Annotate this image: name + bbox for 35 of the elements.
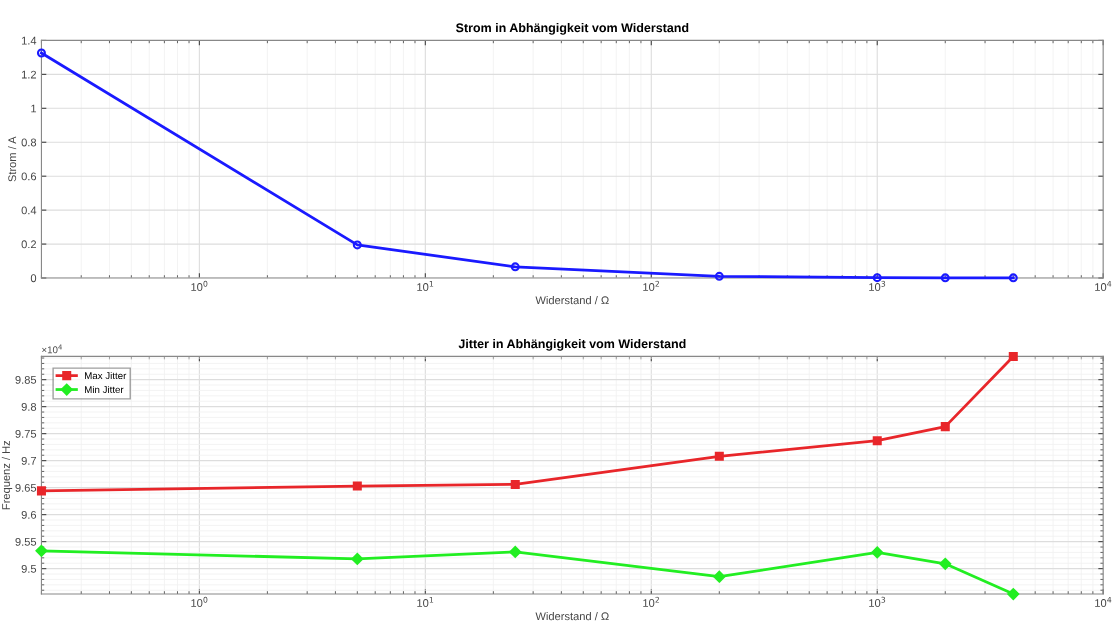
text: ×10$^{4}$	[42, 344, 62, 354]
y-axis-title: Strom / A	[8, 136, 17, 182]
chart-title: Strom in Abhängigkeit vom Widerstand	[455, 23, 689, 35]
chart-title: Jitter in Abhängigkeit vom Widerstand	[458, 339, 686, 351]
y-tick-label: 9.85	[15, 375, 37, 384]
x-axis-title: Widerstand / Ω	[535, 296, 609, 305]
x-tick-label: 10$^{4}$	[1095, 280, 1112, 291]
y-tick-label: 9.8	[21, 402, 37, 411]
x-tick-label: 10$^{2}$	[643, 280, 660, 291]
y-tick-label: 0.4	[21, 206, 37, 215]
x-tick-label: 10$^{0}$	[191, 596, 208, 607]
y-tick-label: 9.7	[21, 456, 37, 465]
x-tick-label: 10$^{3}$	[869, 280, 886, 291]
y-tick-label: 0	[30, 274, 37, 283]
x-axis-title: Widerstand / Ω	[535, 612, 609, 621]
x-tick-label: 10$^{1}$	[417, 596, 434, 607]
x-tick-label: 10$^{1}$	[417, 280, 434, 291]
y-tick-label: 1.4	[21, 36, 37, 45]
y-tick-label: 9.6	[21, 510, 37, 519]
y-tick-label: 0.8	[21, 138, 37, 147]
y-tick-label: 0.2	[21, 240, 37, 249]
y-tick-label: 9.5	[21, 564, 37, 573]
x-tick-label: 10$^{0}$	[191, 280, 208, 291]
legend-label: Max Jitter	[85, 371, 127, 380]
x-tick-label: 10$^{3}$	[869, 596, 886, 607]
y-axis-title: Frequenz / Hz	[1, 440, 13, 510]
y-tick-label: 0.6	[21, 172, 37, 181]
x-tick-label: 10$^{4}$	[1095, 596, 1112, 607]
y-tick-label: 9.65	[15, 483, 37, 492]
x-tick-label: 10$^{2}$	[643, 596, 660, 607]
y-tick-label: 1.2	[21, 70, 37, 79]
y-tick-label: 9.55	[15, 537, 37, 546]
y-tick-label: 1	[31, 104, 37, 113]
y-tick-label: 9.75	[15, 429, 37, 438]
legend-label: Min Jitter	[85, 385, 124, 394]
